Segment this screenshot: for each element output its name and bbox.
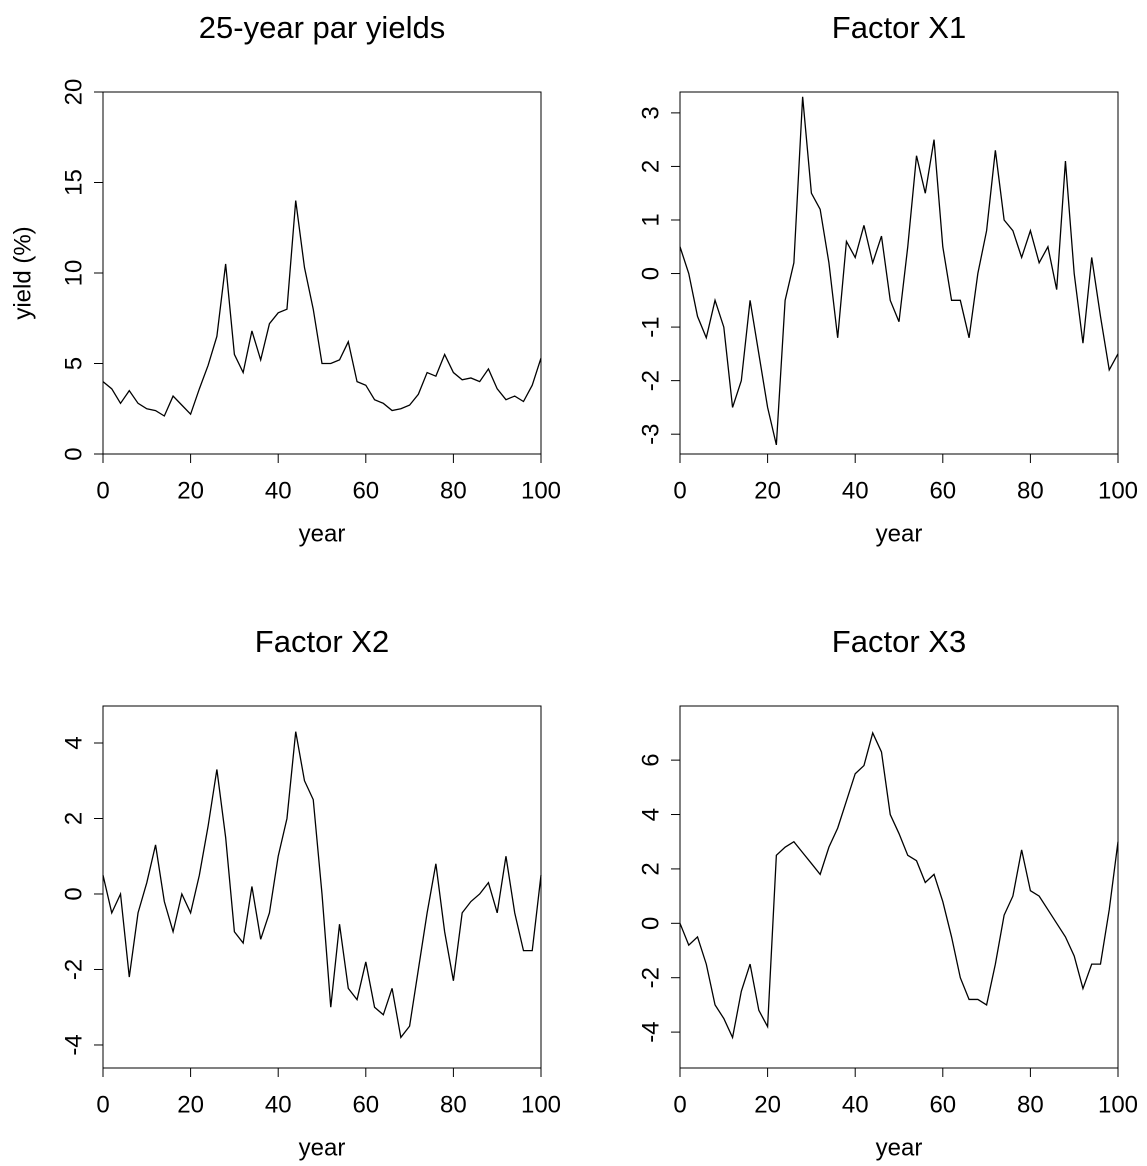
data-line xyxy=(679,96,1119,446)
x-tick-label: 100 xyxy=(1098,477,1138,504)
x-tick-label: 60 xyxy=(929,1091,956,1118)
x-axis-label: year xyxy=(299,1134,346,1161)
y-tick-label: -2 xyxy=(60,959,87,980)
x-tick-label: 40 xyxy=(842,1091,869,1118)
y-tick-label: -2 xyxy=(637,967,664,988)
x-tick-label: 20 xyxy=(754,1091,781,1118)
x-tick-label: 0 xyxy=(96,1091,109,1118)
y-tick-label: 0 xyxy=(637,917,664,930)
y-tick-label: 20 xyxy=(60,79,87,106)
data-line xyxy=(102,200,542,417)
y-tick-label: 0 xyxy=(637,267,664,280)
x-axis-label: year xyxy=(876,1134,923,1161)
plot-box xyxy=(679,91,1119,455)
plot-box xyxy=(102,705,542,1069)
x-tick-label: 20 xyxy=(754,477,781,504)
y-tick-label: 5 xyxy=(60,357,87,370)
x-tick-label: 100 xyxy=(521,477,561,504)
y-tick-label: 2 xyxy=(637,160,664,173)
y-axis-label: yield (%) xyxy=(9,226,36,319)
x-axis-label: year xyxy=(299,520,346,547)
chart-title: Factor X2 xyxy=(255,624,389,659)
x-tick-label: 40 xyxy=(842,477,869,504)
y-tick-label: 4 xyxy=(637,808,664,821)
x-tick-label: 80 xyxy=(1017,477,1044,504)
y-tick-label: -3 xyxy=(637,424,664,445)
y-tick-label: -4 xyxy=(637,1021,664,1042)
plot-box xyxy=(679,705,1119,1069)
x-tick-label: 0 xyxy=(673,1091,686,1118)
x-tick-label: 40 xyxy=(265,1091,292,1118)
y-tick-label: 0 xyxy=(60,447,87,460)
y-tick-label: 3 xyxy=(637,106,664,119)
x-tick-label: 100 xyxy=(521,1091,561,1118)
x-tick-label: 60 xyxy=(352,1091,379,1118)
x-tick-label: 100 xyxy=(1098,1091,1138,1118)
data-line xyxy=(102,731,542,1039)
x-axis-label: year xyxy=(876,520,923,547)
data-line xyxy=(679,731,1119,1040)
y-tick-label: 6 xyxy=(637,753,664,766)
y-tick-label: 4 xyxy=(60,736,87,749)
y-tick-label: -1 xyxy=(637,316,664,337)
chart-title: Factor X3 xyxy=(832,624,966,659)
y-tick-label: 10 xyxy=(60,260,87,287)
x-tick-label: 80 xyxy=(440,1091,467,1118)
y-tick-label: 2 xyxy=(637,862,664,875)
chart-title: 25-year par yields xyxy=(199,10,445,45)
y-tick-label: 1 xyxy=(637,213,664,226)
y-tick-label: -2 xyxy=(637,370,664,391)
y-tick-label: 0 xyxy=(60,887,87,900)
x-tick-label: 20 xyxy=(177,1091,204,1118)
y-tick-label: -4 xyxy=(60,1034,87,1055)
plot-box xyxy=(102,91,542,455)
x-tick-label: 60 xyxy=(352,477,379,504)
x-tick-label: 80 xyxy=(440,477,467,504)
x-tick-label: 0 xyxy=(673,477,686,504)
chart-title: Factor X1 xyxy=(832,10,966,45)
x-tick-label: 60 xyxy=(929,477,956,504)
x-tick-label: 20 xyxy=(177,477,204,504)
x-tick-label: 40 xyxy=(265,477,292,504)
x-tick-label: 80 xyxy=(1017,1091,1044,1118)
x-tick-label: 0 xyxy=(96,477,109,504)
y-tick-label: 2 xyxy=(60,812,87,825)
y-tick-label: 15 xyxy=(60,169,87,196)
